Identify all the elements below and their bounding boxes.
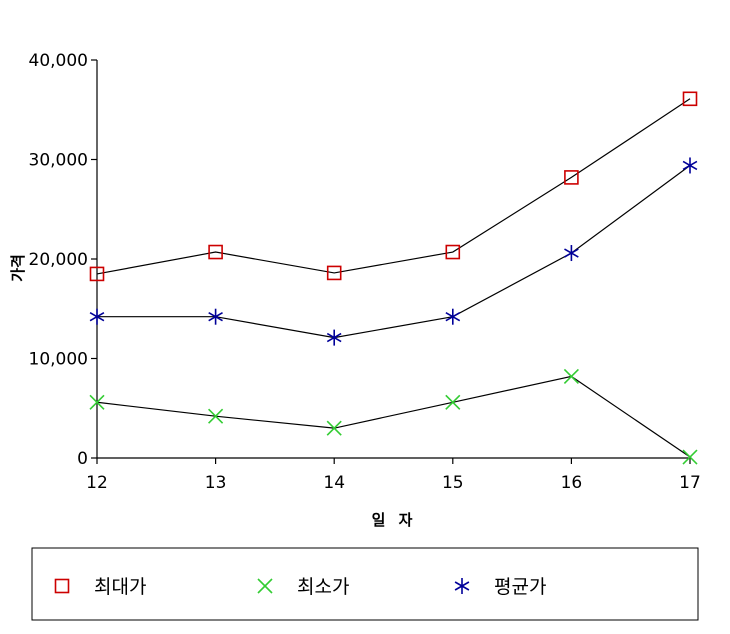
y-tick-label: 20,000 (29, 250, 88, 270)
legend-label: 최소가 (297, 576, 349, 598)
series-1-point (89, 266, 105, 282)
series-line-3 (97, 164, 691, 339)
series-1-point (326, 265, 342, 281)
legend-item: 최대가 (54, 576, 146, 598)
series-3-point (89, 308, 105, 325)
series-1-point (682, 91, 698, 107)
axes: 0 10,000 20,000 30,000 40,000 12 13 14 15 16 17 (29, 51, 701, 493)
series-1-point (564, 170, 579, 185)
series-markers (89, 91, 698, 465)
series-1-point (208, 244, 223, 260)
legend-marker-x-icon (257, 578, 273, 594)
x-axis-title: 일 자 (372, 511, 413, 529)
x-tick-label: 17 (679, 473, 701, 493)
series-line-1 (96, 98, 691, 275)
legend-marker-asterisk-icon (454, 578, 470, 594)
legend-item: 평균가 (454, 576, 546, 598)
x-tick-label: 13 (205, 473, 227, 493)
series-2-point (682, 449, 698, 465)
series-3-point (564, 245, 579, 262)
legend-marker-square-icon (54, 578, 70, 594)
series-3-point (326, 329, 342, 346)
legend-item: 최소가 (257, 576, 349, 598)
series-2-point (445, 394, 461, 410)
series-lines (96, 98, 691, 458)
series-2-point (208, 408, 224, 424)
legend-box (31, 547, 699, 621)
series-3-point (682, 157, 698, 174)
x-tick-label: 15 (442, 473, 464, 493)
series-2-point (326, 420, 342, 436)
series-line-2 (96, 375, 691, 458)
y-tick-label: 40,000 (29, 51, 88, 71)
series-1-point (445, 244, 461, 260)
series-2-point (563, 368, 579, 384)
legend-label: 평균가 (494, 576, 546, 598)
x-tick-label: 12 (86, 473, 108, 493)
legend: 최대가 최소가 평균가 (54, 576, 546, 598)
series-3-point (208, 308, 223, 325)
series-3-point (445, 308, 461, 325)
y-tick-label: 30,000 (29, 151, 88, 171)
series-2-point (89, 394, 105, 410)
y-tick-label: 0 (77, 449, 88, 469)
y-tick-label: 10,000 (29, 350, 88, 370)
legend-label: 최대가 (94, 576, 146, 598)
x-tick-label: 16 (561, 473, 583, 493)
x-tick-label: 14 (323, 473, 345, 493)
y-axis-title: 가격 (9, 254, 27, 282)
